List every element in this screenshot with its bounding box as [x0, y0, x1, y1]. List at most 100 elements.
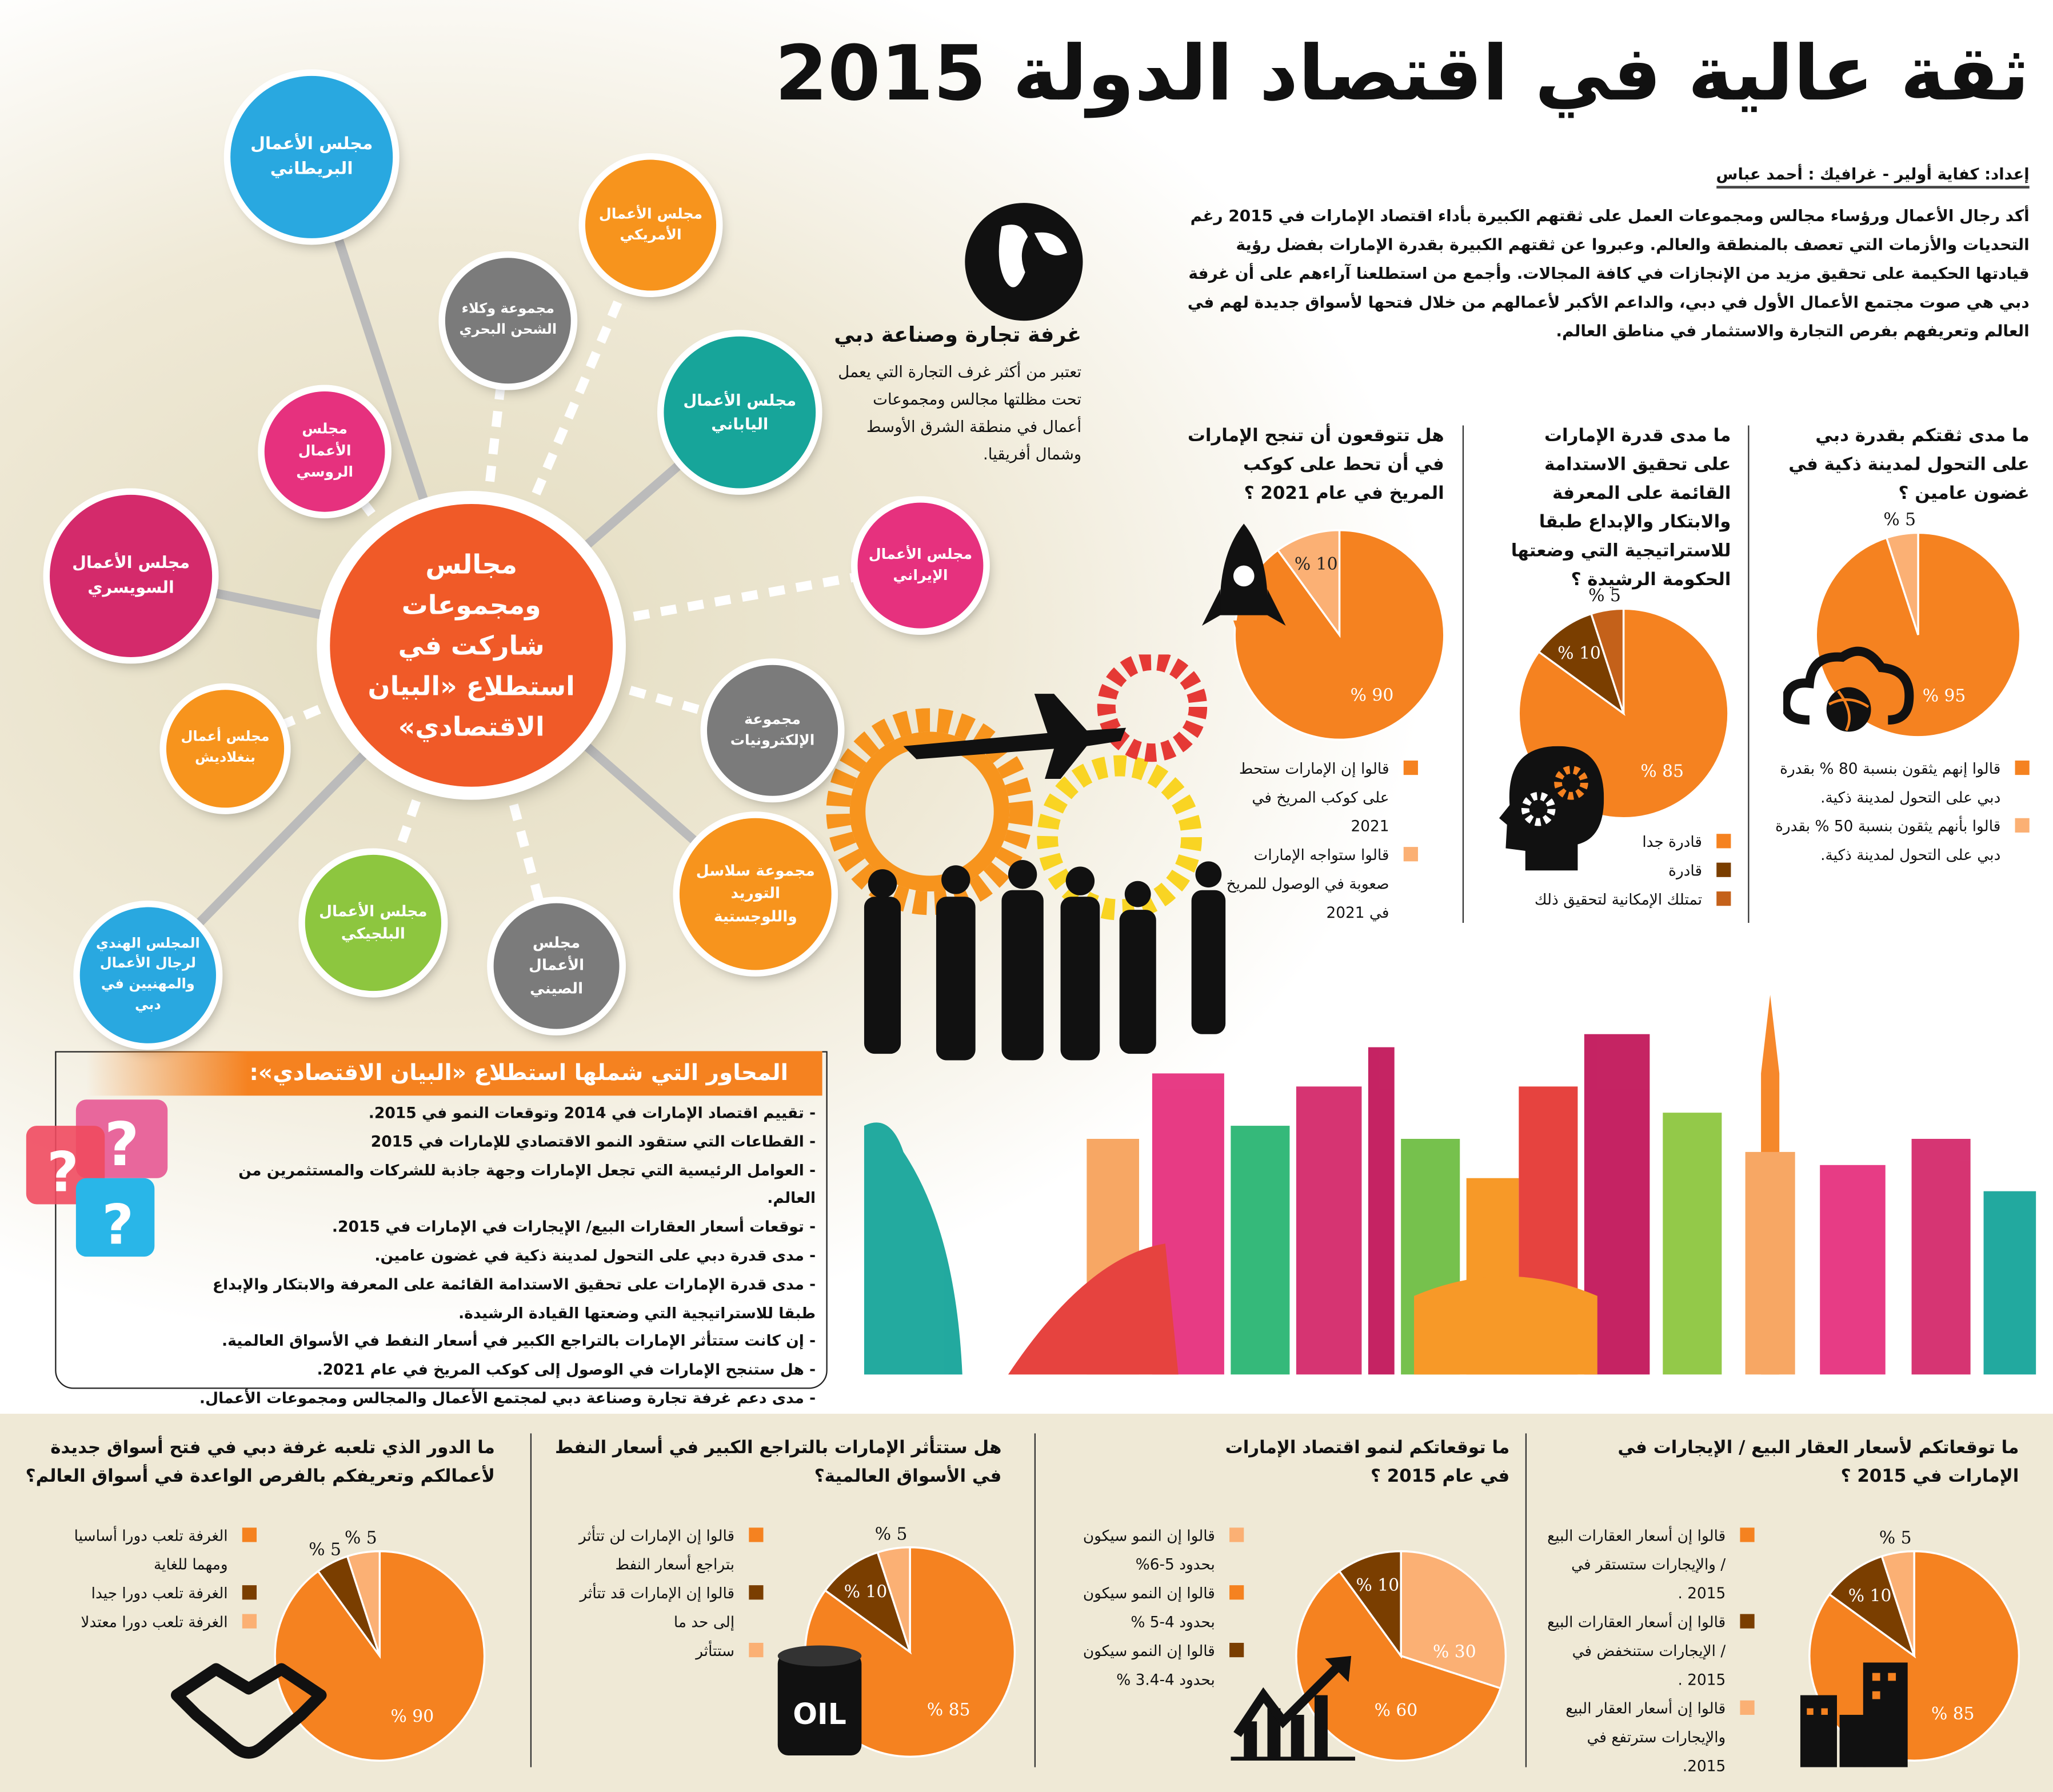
- pie-slice: [1537, 613, 1625, 716]
- pie-label: % 95: [1923, 686, 1966, 706]
- legend-label: قالوا إنهم يثقون بنسبة 80 % بقدرة دبي عل…: [1780, 759, 2001, 807]
- legend-item: قالوا إنهم يثقون بنسبة 80 % بقدرة دبي عل…: [1774, 754, 2030, 812]
- handshake-icon: [170, 1663, 327, 1759]
- pie-slice: [1885, 531, 1919, 635]
- legend-item: قالوا إن أسعار العقار البيع والإيجارات س…: [1545, 1694, 1755, 1780]
- pie-chart-realestate: % 85 % 10 % 5: [1808, 1528, 2020, 1762]
- topic-item: - إن كانت ستتأثر الإمارات بالتراجع الكبي…: [222, 1331, 816, 1350]
- pie-label: % 10: [1356, 1575, 1400, 1595]
- council-node: المجلس الهندي لرجال الأعمال والمهنيين في…: [79, 907, 216, 1043]
- legend-label: ستتأثر: [696, 1641, 735, 1660]
- pie-label: % 5: [1879, 1528, 1912, 1548]
- buildings-icon: [1800, 1662, 1908, 1767]
- pie-slice: [824, 1551, 912, 1655]
- pie-slice: [1828, 1555, 1916, 1659]
- legend-label: قالوا إن النمو سيكون بحدود 4-3.4 %: [1083, 1641, 1215, 1689]
- topic-item: - مدى دعم غرفة تجارة وصناعة دبي لمجتمع ا…: [199, 1389, 816, 1407]
- legend-item: قالوا إن النمو سيكون بحدود 4-5 %: [1054, 1579, 1244, 1637]
- pie-slice: [876, 1546, 911, 1653]
- council-label: مجموعة سلاسل التوريد واللوجستية: [696, 861, 815, 925]
- airplane-icon: [903, 694, 1127, 779]
- legend-label: قالوا إن أسعار العقارات البيع / والإيجار…: [1547, 1526, 1726, 1602]
- topic-item: - مدى قدرة الإمارات على تحقيق الاستدامة …: [212, 1274, 816, 1322]
- legend-label: الغرفة تلعب دورا جيدا: [91, 1583, 228, 1602]
- pie-chart-chamber: % 90 % 5% 5: [274, 1528, 486, 1762]
- legend-label: الغرفة تلعب دورا معتدلا: [81, 1613, 228, 1631]
- credits: إعداد: كفاية أولير - غرافيك : أحمد عباس: [1716, 165, 2030, 189]
- pie-slice: [1880, 1550, 1915, 1657]
- legend-swatch: [242, 1527, 257, 1542]
- legend-swatch: [2015, 818, 2030, 833]
- legend-swatch: [1403, 847, 1418, 862]
- legend-swatch: [749, 1527, 764, 1542]
- legend-item: الغرفة تلعب دورا أساسيا ومهما للغاية: [34, 1521, 257, 1579]
- divider: [1034, 1433, 1036, 1767]
- legend-label: قالوا إن الإمارات ستحط على كوكب المريخ ف…: [1239, 759, 1389, 835]
- cloud-globe-icon: [1783, 646, 1914, 732]
- pie-slice: [1400, 1550, 1507, 1690]
- council-node: مجلس الأعمال الروسي: [264, 391, 385, 512]
- gear-icon: [1097, 654, 1208, 762]
- chart-legend: الغرفة تلعب دورا أساسيا ومهما للغاية الغر…: [34, 1521, 257, 1637]
- pie-chart-growth: % 30 % 60 % 10: [1295, 1550, 1507, 1762]
- pie-slice: [1589, 607, 1625, 714]
- chart-title: ما توقعاتكم لنمو اقتصاد الإمارات في عام …: [1225, 1437, 1510, 1487]
- chart-legend: قالوا إن الإمارات لن تتأثر بتراجع أسعار …: [554, 1521, 764, 1665]
- hub-center: مجالس ومجموعات شاركت في استطلاع «البيان …: [330, 503, 613, 787]
- pie-slice: [1338, 1550, 1402, 1659]
- legend-item: قالوا إن الإمارات لن تتأثر بتراجع أسعار …: [554, 1521, 764, 1579]
- council-node: مجموعة الإلكترونيات: [707, 665, 838, 796]
- legend-item: قالوا بأنهم يثقون بنسبة 50 % بقدرة دبي ع…: [1774, 811, 2030, 869]
- oil-barrel-label: OIL: [793, 1697, 846, 1731]
- chart-title: هل ستتأثر الإمارات بالتراجع الكبير في أس…: [555, 1437, 1002, 1487]
- pie-label: % 85: [927, 1700, 970, 1720]
- divider: [1748, 425, 1750, 923]
- chart-title: ما مدى ثقتكم بقدرة دبي على التحول لمدينة…: [1788, 425, 2030, 504]
- pie-label: % 5: [309, 1540, 341, 1560]
- legend-label: الغرفة تلعب دورا أساسيا ومهما للغاية: [74, 1526, 228, 1574]
- legend-label: قالوا إن أسعار العقار البيع والإيجارات س…: [1565, 1699, 1726, 1775]
- chart-title: ما الدور الذي تلعبه غرفة دبي في فتح أسوا…: [25, 1437, 495, 1487]
- legend-swatch: [242, 1585, 257, 1600]
- legend-label: قادرة: [1668, 861, 1703, 880]
- dubai-skyline-illustration: [864, 995, 2036, 1375]
- council-label: مجلس الأعمال الصيني: [529, 933, 585, 997]
- pie-label: % 90: [391, 1706, 434, 1726]
- council-label: مجموعة الإلكترونيات: [730, 710, 815, 749]
- legend-swatch: [1740, 1614, 1755, 1629]
- pie-label: % 10: [844, 1582, 888, 1602]
- council-node: مجلس الأعمال الإيراني: [857, 502, 984, 629]
- pie-slice: [346, 1550, 381, 1657]
- legend-label: تمتلك الإمكانية لتحقيق ذلك: [1534, 890, 1703, 909]
- hub-center-label: مجالس ومجموعات شاركت في استطلاع «البيان …: [368, 547, 575, 742]
- chamber-title: غرفة تجارة وصناعة دبي: [834, 322, 1082, 347]
- pie-label: % 5: [1883, 510, 1916, 530]
- legend-label: قادرة جدا: [1642, 832, 1703, 851]
- pie-slice: [1815, 531, 2022, 738]
- chart-title: هل تتوقعون أن تنجح الإمارات في أن تحط عل…: [1187, 425, 1444, 504]
- legend-swatch: [242, 1614, 257, 1629]
- legend-label: قالوا إن النمو سيكون بحدود 4-5 %: [1083, 1583, 1215, 1631]
- question-bubbles-icon: ? ? ?: [26, 1099, 168, 1257]
- chart-legend: قالوا إن الإمارات ستحط على كوكب المريخ ف…: [1221, 754, 1418, 927]
- divider: [530, 1433, 532, 1767]
- topic-item: - هل ستنجح الإمارات في الوصول إلى كوكب ا…: [317, 1360, 816, 1379]
- legend-swatch: [2015, 760, 2030, 775]
- pie-slice: [1276, 529, 1341, 638]
- topic-item: - توقعات أسعار العقارات البيع/ الإيجارات…: [331, 1217, 816, 1236]
- hub-connector: [467, 223, 655, 647]
- pie-label: % 10: [1848, 1586, 1892, 1606]
- hub-connector: [369, 643, 476, 925]
- svg-text:?: ?: [47, 1141, 79, 1205]
- business-illustration: [826, 654, 1226, 1061]
- council-node: مجلس الأعمال الياباني: [664, 336, 816, 489]
- gear-icon: [1037, 755, 1202, 921]
- legend-item: تمتلك الإمكانية لتحقيق ذلك: [1482, 885, 1731, 914]
- gear-icon: [826, 708, 1033, 915]
- pie-chart-mars: % 90 % 10: [1233, 529, 1445, 741]
- chart-legend: قالوا إن النمو سيكون بحدود 5-6% قالوا إن …: [1054, 1521, 1244, 1694]
- pie-label: % 60: [1375, 1701, 1418, 1721]
- council-label: مجلس الأعمال البريطاني: [250, 134, 373, 179]
- legend-item: قالوا إن أسعار العقارات البيع / الإيجارا…: [1545, 1607, 1755, 1694]
- legend-item: الغرفة تلعب دورا جيدا: [34, 1579, 257, 1607]
